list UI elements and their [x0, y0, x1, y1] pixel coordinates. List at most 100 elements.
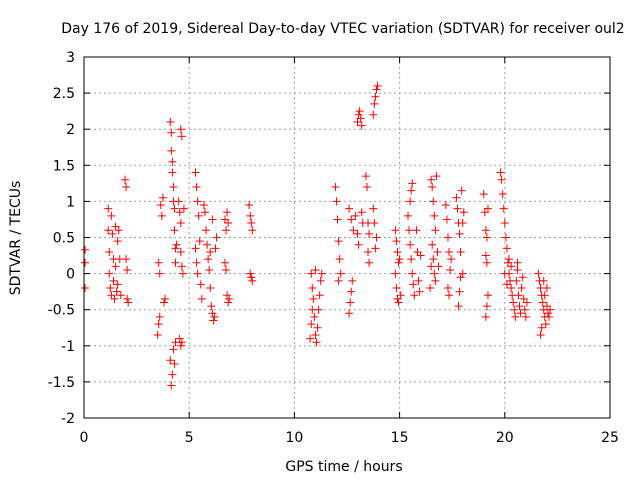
data-point [203, 240, 212, 249]
data-point [114, 226, 123, 235]
data-point [311, 330, 320, 339]
data-point [546, 305, 555, 314]
data-point [427, 175, 436, 184]
data-point [431, 226, 440, 235]
data-point [393, 247, 402, 256]
data-point [172, 240, 181, 249]
data-point [169, 182, 178, 191]
data-point [371, 92, 380, 101]
data-point [158, 193, 167, 202]
data-point [155, 312, 164, 321]
data-point [107, 211, 116, 220]
y-tick-label: -1 [61, 339, 75, 355]
data-point [407, 255, 416, 264]
data-point [333, 215, 342, 224]
data-point [347, 215, 356, 224]
data-point [416, 251, 425, 260]
data-point [351, 211, 360, 220]
data-point [123, 294, 132, 303]
data-point [542, 284, 551, 293]
data-point [511, 312, 520, 321]
data-point [206, 247, 215, 256]
y-tick-label: 1 [66, 194, 75, 210]
data-point [316, 276, 325, 285]
data-point [245, 201, 254, 210]
data-point [479, 190, 488, 199]
data-point [516, 309, 525, 318]
data-point [396, 291, 405, 300]
data-point [507, 262, 516, 271]
data-point [154, 258, 163, 267]
data-point [208, 215, 217, 224]
data-point [159, 298, 168, 307]
data-point [500, 269, 509, 278]
data-point [211, 244, 220, 253]
data-point [365, 258, 374, 267]
x-tick-label: 10 [285, 430, 303, 446]
data-point [543, 309, 552, 318]
data-point [104, 204, 113, 213]
data-point [372, 233, 381, 242]
data-point [513, 265, 522, 274]
y-tick-label: -1.5 [48, 375, 75, 391]
data-point [170, 359, 179, 368]
data-point [171, 244, 180, 253]
data-point [113, 237, 122, 246]
data-point [193, 269, 202, 278]
y-tick-label: -0.5 [48, 303, 75, 319]
data-point [426, 284, 435, 293]
data-point [156, 201, 165, 210]
data-point [194, 211, 203, 220]
data-point [498, 190, 507, 199]
data-point [192, 258, 201, 267]
data-point [513, 258, 522, 267]
data-point [432, 172, 441, 181]
data-point [177, 262, 186, 271]
data-point [311, 265, 320, 274]
y-tick-label: 0 [66, 267, 75, 283]
data-point [428, 182, 437, 191]
data-point [447, 255, 456, 264]
data-point [394, 258, 403, 267]
data-point [412, 226, 421, 235]
data-point [196, 280, 205, 289]
data-point [334, 237, 343, 246]
data-point [458, 269, 467, 278]
data-point [312, 338, 321, 347]
data-point [482, 302, 491, 311]
x-tick-label: 15 [391, 430, 409, 446]
data-point [161, 294, 170, 303]
data-point [369, 204, 378, 213]
data-point [307, 269, 316, 278]
y-axis-label: SDTVAR / TECUs [8, 181, 24, 296]
data-point [356, 114, 365, 123]
data-point [429, 255, 438, 264]
data-point [204, 255, 213, 264]
data-point [481, 251, 490, 260]
data-point [195, 237, 204, 246]
data-point [106, 284, 115, 293]
data-point [459, 208, 468, 217]
data-point [538, 298, 547, 307]
data-point [369, 110, 378, 119]
data-point [197, 294, 206, 303]
y-tick-label: -2 [61, 411, 75, 427]
data-point [499, 204, 508, 213]
y-axis-ticks: -2 -1.5 -1 -0.5 0 0.5 1 1.5 2 2.5 3 [48, 50, 610, 427]
data-point [510, 305, 519, 314]
grid-lines [84, 57, 610, 418]
data-point [354, 110, 363, 119]
data-point [512, 276, 521, 285]
data-point [441, 201, 450, 210]
data-point [481, 312, 490, 321]
data-point [199, 201, 208, 210]
data-point [176, 125, 185, 134]
data-point [207, 302, 216, 311]
data-point [248, 276, 257, 285]
data-point [515, 302, 524, 311]
data-point [81, 258, 90, 267]
data-point [539, 276, 548, 285]
data-point [391, 269, 400, 278]
data-point [415, 287, 424, 296]
data-point [307, 320, 316, 329]
